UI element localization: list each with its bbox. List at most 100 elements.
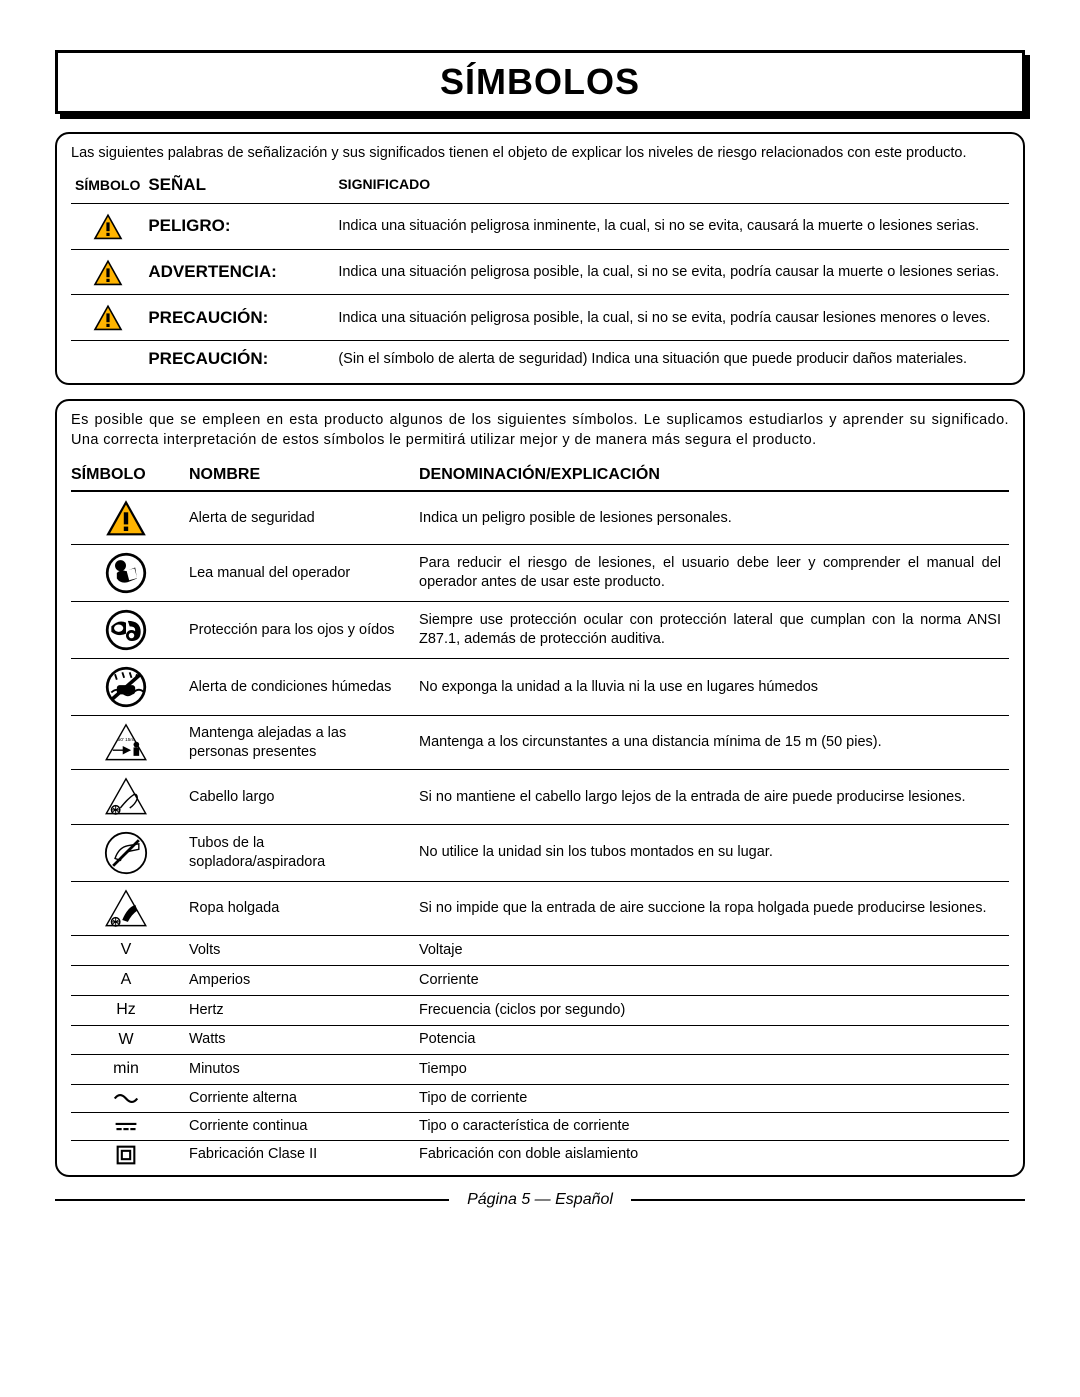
symbols-row-icon [71, 601, 181, 658]
symbols-row: Cabello largo Si no mantiene el cabello … [71, 770, 1009, 824]
symbols-row-name: Lea manual del operador [181, 544, 411, 601]
symbols-row-icon [71, 1140, 181, 1169]
svg-text:50' 15m: 50' 15m [118, 737, 135, 742]
title-box: SÍMBOLOS [55, 50, 1025, 114]
symbols-row-icon [71, 491, 181, 544]
symbols-row-name: Hertz [181, 995, 411, 1025]
symbols-table: SÍMBOLO NOMBRE DENOMINACIÓN/EXPLICACIÓN … [71, 460, 1009, 1168]
signal-header-signal: SEÑAL [144, 171, 334, 204]
symbols-row-icon: A [71, 965, 181, 995]
symbols-row-name: Watts [181, 1025, 411, 1055]
signal-row: ADVERTENCIA: Indica una situación peligr… [71, 249, 1009, 295]
symbols-row-explanation: Si no impide que la entrada de aire succ… [411, 881, 1009, 935]
symbols-row-icon: min [71, 1055, 181, 1085]
symbols-row-icon [71, 770, 181, 824]
signal-row: PRECAUCIÓN: (Sin el símbolo de alerta de… [71, 341, 1009, 378]
symbols-row-explanation: Tipo de corriente [411, 1085, 1009, 1113]
symbols-header-name: NOMBRE [181, 460, 411, 491]
symbols-row: V Volts Voltaje [71, 936, 1009, 966]
alert-icon [104, 498, 148, 538]
footer-line-right [631, 1199, 1025, 1201]
signal-intro: Las siguientes palabras de señalización … [71, 144, 1009, 163]
signal-row-meaning: Indica una situación peligrosa inminente… [334, 203, 1009, 249]
signal-row-word: PRECAUCIÓN: [144, 341, 334, 378]
symbols-row-explanation: Voltaje [411, 936, 1009, 966]
symbols-row-explanation: Indica un peligro posible de lesiones pe… [411, 491, 1009, 544]
symbols-row-explanation: Si no mantiene el cabello largo lejos de… [411, 770, 1009, 824]
symbols-row-icon [71, 544, 181, 601]
signal-header-symbol: SÍMBOLO [71, 171, 144, 204]
symbols-row-name: Protección para los ojos y oídos [181, 601, 411, 658]
signal-row: PELIGRO: Indica una situación peligrosa … [71, 203, 1009, 249]
unit-symbol: W [118, 1031, 133, 1048]
signal-row-word: PELIGRO: [144, 203, 334, 249]
symbols-row-explanation: Potencia [411, 1025, 1009, 1055]
signal-row-meaning: Indica una situación peligrosa posible, … [334, 249, 1009, 295]
ac-icon [113, 1092, 139, 1105]
symbols-row-explanation: Tipo o característica de corriente [411, 1112, 1009, 1140]
symbols-row: Fabricación Clase II Fabricación con dob… [71, 1140, 1009, 1169]
alert-icon [92, 258, 124, 287]
symbols-row-explanation: No utilice la unidad sin los tubos monta… [411, 824, 1009, 881]
alert-icon [92, 303, 124, 332]
symbols-row-explanation: Tiempo [411, 1055, 1009, 1085]
symbols-row-explanation: Fabricación con doble aislamiento [411, 1140, 1009, 1169]
unit-symbol: V [121, 941, 132, 958]
signal-row-meaning: (Sin el símbolo de alerta de seguridad) … [334, 341, 1009, 378]
symbols-row: Alerta de condiciones húmedas No exponga… [71, 658, 1009, 715]
symbols-row-icon [71, 1085, 181, 1113]
page-footer: Página 5 — Español [55, 1191, 1025, 1209]
symbols-row-name: Volts [181, 936, 411, 966]
symbols-row-explanation: No exponga la unidad a la lluvia ni la u… [411, 658, 1009, 715]
symbols-row-icon: V [71, 936, 181, 966]
signal-row: PRECAUCIÓN: Indica una situación peligro… [71, 295, 1009, 341]
symbols-row-explanation: Frecuencia (ciclos por segundo) [411, 995, 1009, 1025]
signal-words-section: Las siguientes palabras de señalización … [55, 132, 1025, 385]
symbols-row-name: Corriente alterna [181, 1085, 411, 1113]
symbols-row-explanation: Para reducir el riesgo de lesiones, el u… [411, 544, 1009, 601]
symbols-row: Corriente continua Tipo o característica… [71, 1112, 1009, 1140]
symbols-intro: Es posible que se empleen en esta produc… [71, 411, 1009, 450]
symbols-row: Alerta de seguridad Indica un peligro po… [71, 491, 1009, 544]
symbols-row-name: Tubos de la sopladora/aspiradora [181, 824, 411, 881]
symbols-row: min Minutos Tiempo [71, 1055, 1009, 1085]
symbols-row-icon: W [71, 1025, 181, 1055]
symbols-row-name: Corriente continua [181, 1112, 411, 1140]
alert-icon [92, 212, 124, 241]
signal-row-word: ADVERTENCIA: [144, 249, 334, 295]
signal-row-word: PRECAUCIÓN: [144, 295, 334, 341]
class-ii-icon [116, 1145, 136, 1165]
symbols-row-name: Amperios [181, 965, 411, 995]
page-title: SÍMBOLOS [58, 61, 1022, 103]
symbols-row-icon [71, 1112, 181, 1140]
loose-clothing-icon [103, 888, 149, 929]
long-hair-icon [103, 776, 149, 817]
signal-row-icon [71, 295, 144, 341]
symbols-row-name: Ropa holgada [181, 881, 411, 935]
symbols-row-icon: Hz [71, 995, 181, 1025]
symbols-row: Tubos de la sopladora/aspiradora No util… [71, 824, 1009, 881]
symbols-section: Es posible que se empleen en esta produc… [55, 399, 1025, 1177]
unit-symbol: A [121, 971, 132, 988]
symbols-row-name: Fabricación Clase II [181, 1140, 411, 1169]
symbols-row-name: Alerta de seguridad [181, 491, 411, 544]
signal-row-icon [71, 341, 144, 378]
signal-table: SÍMBOLO SEÑAL SIGNIFICADO PELIGRO: Indic… [71, 171, 1009, 377]
symbols-row-icon: 50' 15m [71, 715, 181, 769]
footer-text: Página 5 — Español [459, 1191, 621, 1209]
symbols-row-explanation: Corriente [411, 965, 1009, 995]
symbols-row: A Amperios Corriente [71, 965, 1009, 995]
symbols-row-name: Cabello largo [181, 770, 411, 824]
signal-header-meaning: SIGNIFICADO [334, 171, 1009, 204]
symbols-row-explanation: Siempre use protección ocular con protec… [411, 601, 1009, 658]
dc-icon [113, 1120, 139, 1133]
signal-row-meaning: Indica una situación peligrosa posible, … [334, 295, 1009, 341]
unit-symbol: Hz [116, 1001, 136, 1018]
symbols-row: Hz Hertz Frecuencia (ciclos por segundo) [71, 995, 1009, 1025]
symbols-row: Protección para los ojos y oídos Siempre… [71, 601, 1009, 658]
symbols-row: Corriente alterna Tipo de corriente [71, 1085, 1009, 1113]
symbols-header-symbol: SÍMBOLO [71, 460, 181, 491]
symbols-row-name: Mantenga alejadas a las personas present… [181, 715, 411, 769]
symbols-row-icon [71, 658, 181, 715]
symbols-header-explanation: DENOMINACIÓN/EXPLICACIÓN [411, 460, 1009, 491]
